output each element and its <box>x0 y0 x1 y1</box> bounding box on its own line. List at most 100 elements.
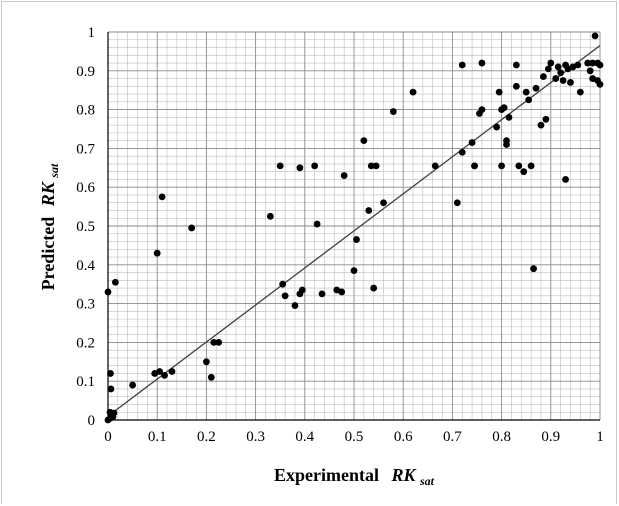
data-point <box>596 80 604 88</box>
trend-line <box>107 45 601 417</box>
data-point <box>153 249 161 257</box>
data-point <box>500 104 508 112</box>
y-tick-label: 0.8 <box>76 103 95 119</box>
x-tick-labels: 0 0.1 0.2 0.3 0.4 0.5 0.6 0.7 0.8 0.9 1 <box>104 429 604 445</box>
data-point <box>525 96 533 104</box>
data-point <box>389 108 397 115</box>
x-tick-label: 0.8 <box>492 429 511 445</box>
data-point <box>478 59 486 67</box>
data-point <box>596 61 604 69</box>
data-point <box>107 370 114 377</box>
data-point <box>515 162 523 170</box>
y-tick-label: 0.9 <box>76 64 95 80</box>
data-point <box>574 61 582 69</box>
y-axis-title: Predicted RK sat <box>38 163 61 290</box>
y-tick-label: 0.3 <box>76 297 95 313</box>
data-point <box>576 88 584 96</box>
data-point <box>291 302 299 309</box>
y-tick-label: 0.4 <box>76 258 95 274</box>
data-point <box>313 220 321 228</box>
data-point <box>210 339 218 346</box>
data-point <box>161 371 168 379</box>
x-tick-label: 0.9 <box>541 429 560 445</box>
data-point <box>547 59 555 67</box>
data-point <box>567 79 574 86</box>
data-point <box>207 373 215 381</box>
data-point <box>279 280 287 288</box>
y-tick-label: 0.2 <box>76 335 95 351</box>
data-point <box>458 61 466 69</box>
data-point <box>589 59 597 67</box>
data-point <box>156 368 164 375</box>
data-point <box>365 207 373 214</box>
data-point <box>468 139 476 146</box>
data-point <box>505 113 513 121</box>
data-point <box>318 290 326 298</box>
data-point <box>215 339 223 346</box>
data-point <box>158 193 166 201</box>
data-point <box>584 59 592 67</box>
x-tick-label: 0.1 <box>148 429 167 445</box>
data-point <box>453 199 461 207</box>
data-point <box>503 137 510 145</box>
y-axis-title-main: RK <box>38 180 58 207</box>
data-point <box>372 162 380 170</box>
data-point <box>350 267 358 275</box>
data-point <box>367 162 375 170</box>
data-point <box>532 84 540 92</box>
y-axis-title-prefix: Predicted <box>38 217 58 291</box>
data-point <box>281 292 289 300</box>
data-point <box>266 212 274 220</box>
x-tick-label: 0.2 <box>197 429 216 445</box>
data-point <box>562 176 569 183</box>
data-point <box>537 121 545 129</box>
data-point <box>360 137 368 145</box>
y-tick-label: 1 <box>88 25 96 41</box>
data-point <box>527 162 535 170</box>
data-point <box>311 162 319 170</box>
y-tick-label: 0.5 <box>76 219 95 235</box>
data-point <box>458 148 466 156</box>
data-point <box>559 77 567 84</box>
data-point <box>353 236 360 243</box>
x-axis-title-main: RK <box>390 465 417 485</box>
y-axis-title-sub: sat <box>47 163 61 179</box>
x-axis-title-prefix: Experimental <box>274 465 379 485</box>
major-grid <box>108 31 601 420</box>
data-point <box>542 115 550 123</box>
data-point <box>409 88 417 96</box>
data-point <box>544 65 552 73</box>
data-point <box>276 162 284 170</box>
data-point <box>591 32 599 40</box>
data-point <box>520 168 528 176</box>
data-point <box>512 61 520 69</box>
data-point <box>129 381 137 389</box>
x-tick-label: 0.4 <box>295 429 314 445</box>
x-tick-label: 0 <box>104 429 112 445</box>
data-point <box>495 88 503 96</box>
x-tick-label: 1 <box>596 429 604 445</box>
data-point <box>471 162 478 170</box>
data-point <box>188 224 196 232</box>
data-point <box>111 278 119 286</box>
data-point <box>104 288 112 296</box>
data-point <box>557 69 565 77</box>
x-axis-title-sub: sat <box>419 474 435 488</box>
data-point <box>554 63 562 71</box>
x-tick-label: 0.6 <box>394 429 413 445</box>
y-tick-labels: 0 0.1 0.2 0.3 0.4 0.5 0.6 0.7 0.8 0.9 1 <box>76 25 95 429</box>
data-point <box>552 75 560 82</box>
y-tick-label: 0.7 <box>76 141 95 157</box>
data-point <box>340 172 348 179</box>
data-point <box>493 123 501 131</box>
data-point <box>380 199 387 207</box>
x-tick-label: 0.5 <box>345 429 364 445</box>
data-point <box>203 358 210 366</box>
data-point <box>498 162 505 170</box>
data-point <box>109 413 117 421</box>
data-point <box>522 88 530 96</box>
x-tick-label: 0.3 <box>246 429 265 445</box>
data-point <box>107 385 115 393</box>
y-tick-label: 0.6 <box>76 180 95 196</box>
